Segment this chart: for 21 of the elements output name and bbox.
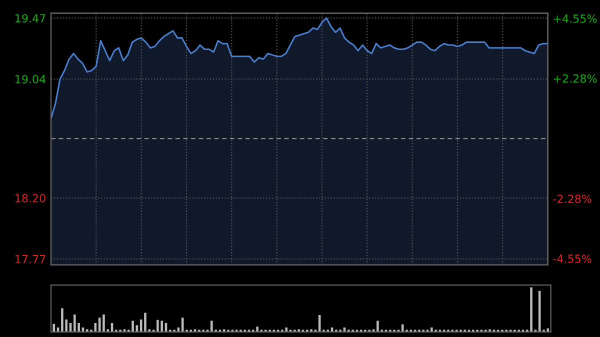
bar [256, 326, 258, 332]
bar [144, 312, 146, 332]
y-tick-label: 17.77 [16, 255, 46, 264]
bar [156, 320, 159, 332]
bar [285, 327, 288, 332]
y-tick-label: 19.47 [16, 14, 46, 22]
y2-tick-label: +2.28% [554, 74, 597, 83]
y2-tick-label: +4.55% [554, 14, 597, 23]
bar [376, 320, 379, 332]
bar [210, 320, 213, 332]
y2-tick-label: -2.28% [553, 194, 592, 204]
bar [160, 320, 163, 332]
bar [430, 327, 433, 332]
bar [61, 308, 64, 332]
bar [102, 314, 105, 332]
bar [530, 287, 532, 332]
y2-tick-label: -4.55% [553, 254, 592, 263]
bar [74, 314, 76, 332]
y-tick-label: 19.04 [16, 74, 46, 84]
bar [132, 320, 134, 332]
y-tick-label: 18.20 [16, 194, 46, 202]
